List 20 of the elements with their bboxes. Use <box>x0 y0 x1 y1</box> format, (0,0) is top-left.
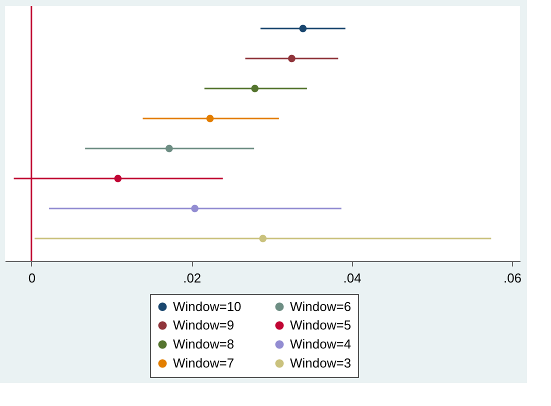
x-tick-label: .02 <box>183 270 202 286</box>
legend-label: Window=4 <box>290 336 352 352</box>
legend-label: Window=3 <box>290 356 352 370</box>
legend-label: Window=5 <box>290 318 352 332</box>
point <box>206 114 214 122</box>
point <box>114 174 122 182</box>
point <box>251 84 259 92</box>
x-tick-label: .06 <box>503 270 522 286</box>
point <box>191 204 199 212</box>
legend-label: Window=10 <box>173 298 242 314</box>
legend-label: Window=6 <box>290 298 352 314</box>
point <box>165 144 173 152</box>
point <box>288 54 296 62</box>
point <box>259 234 267 242</box>
legend-label: Window=9 <box>173 318 234 332</box>
legend-label: Window=8 <box>173 336 234 352</box>
legend-label: Window=7 <box>173 356 234 370</box>
point <box>299 24 307 32</box>
x-tick-label: 0 <box>28 270 36 286</box>
x-tick-label: .04 <box>343 270 362 286</box>
